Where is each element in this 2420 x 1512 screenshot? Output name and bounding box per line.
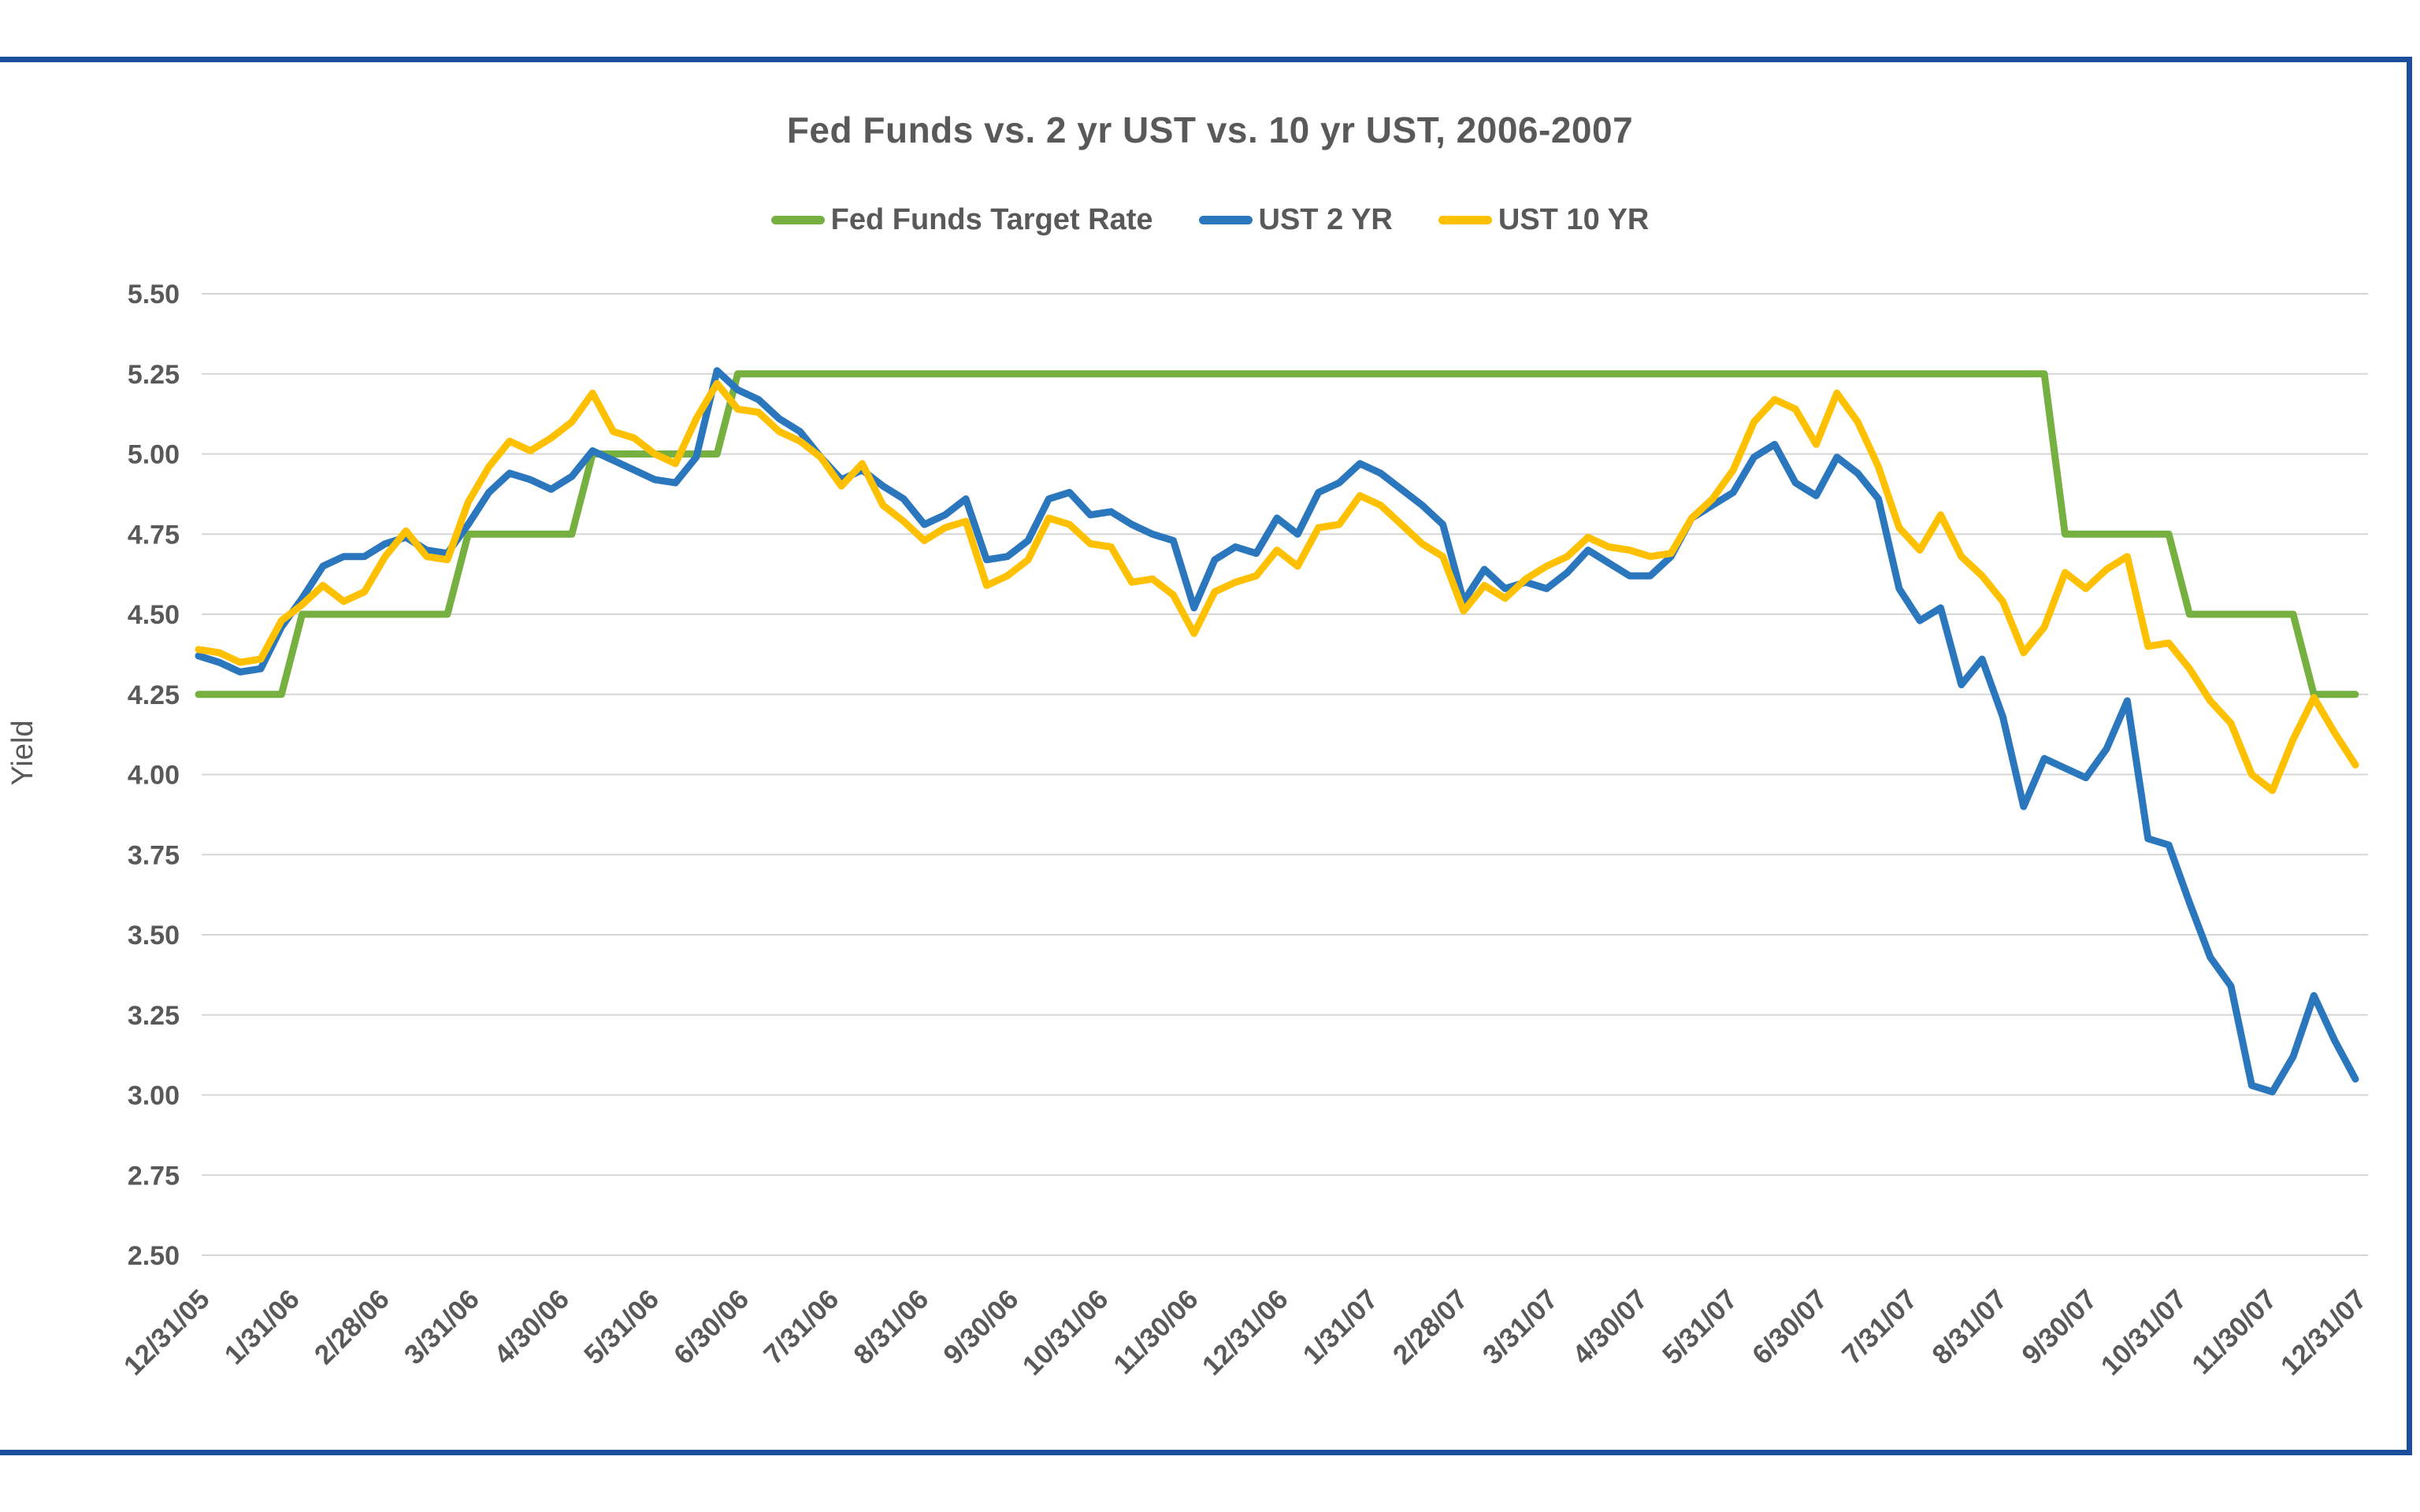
legend-item-ust-10yr: UST 10 YR <box>1438 203 1649 237</box>
chart-legend: Fed Funds Target Rate UST 2 YR UST 10 YR <box>0 203 2420 237</box>
x-tick-label: 7/31/06 <box>758 1284 844 1370</box>
page-border-frame <box>0 57 2412 1455</box>
series-line-1 <box>195 367 2359 1095</box>
x-tick-label: 3/31/06 <box>399 1284 485 1370</box>
y-tick-label: 4.00 <box>128 761 180 791</box>
y-tick-label: 3.00 <box>128 1081 180 1111</box>
x-tick-label: 8/31/06 <box>848 1284 934 1370</box>
y-tick-label: 5.00 <box>128 440 180 470</box>
x-tick-label: 4/30/07 <box>1567 1284 1654 1370</box>
x-axis-tick-labels: 12/31/05 1/31/06 2/28/06 3/31/06 4/30/06 5/31… <box>118 1284 2373 1381</box>
x-tick-label: 6/30/06 <box>668 1284 755 1370</box>
y-tick-label: 4.50 <box>128 600 180 630</box>
x-tick-label: 10/31/06 <box>1017 1284 1115 1381</box>
legend-item-ust-2yr: UST 2 YR <box>1198 203 1393 237</box>
x-tick-label: 4/30/06 <box>488 1284 575 1370</box>
y-tick-label: 2.50 <box>128 1241 180 1271</box>
legend-item-fed-funds: Fed Funds Target Rate <box>770 203 1153 237</box>
x-tick-label: 9/30/06 <box>937 1284 1024 1370</box>
legend-label-ust-2yr: UST 2 YR <box>1258 203 1393 236</box>
ust-2yr-line-swatch-icon <box>1198 216 1253 224</box>
y-tick-label: 5.50 <box>128 280 180 309</box>
fed-funds-line-swatch-icon <box>770 216 825 224</box>
x-tick-label: 5/31/06 <box>578 1284 665 1370</box>
x-tick-label: 11/30/06 <box>1108 1284 1204 1380</box>
x-tick-label: 2/28/06 <box>309 1284 395 1370</box>
y-tick-label: 3.25 <box>128 1001 180 1031</box>
x-tick-label: 5/31/07 <box>1657 1284 1743 1370</box>
x-tick-label: 2/28/07 <box>1387 1284 1474 1370</box>
x-tick-label: 7/31/07 <box>1836 1284 1923 1370</box>
y-tick-label: 5.25 <box>128 360 180 390</box>
series-line-0 <box>195 370 2359 699</box>
legend-label-ust-10yr: UST 10 YR <box>1498 203 1650 236</box>
y-tick-label: 4.75 <box>128 520 180 550</box>
x-tick-label: 11/30/07 <box>2186 1284 2283 1380</box>
legend-label-fed-funds: Fed Funds Target Rate <box>830 203 1153 236</box>
x-tick-label: 12/31/06 <box>1197 1284 1294 1381</box>
x-tick-label: 12/31/07 <box>2275 1284 2373 1381</box>
x-tick-label: 6/30/07 <box>1746 1284 1833 1370</box>
x-tick-label: 8/31/07 <box>1926 1284 2013 1370</box>
y-tick-label: 3.75 <box>128 840 180 870</box>
series-line-2 <box>195 380 2359 795</box>
chart-title: Fed Funds vs. 2 yr UST vs. 10 yr UST, 20… <box>786 109 1634 150</box>
data-series-lines <box>195 367 2359 1095</box>
gridlines <box>202 293 2368 1256</box>
x-tick-label: 9/30/07 <box>2016 1284 2103 1370</box>
x-tick-label: 12/31/05 <box>118 1284 216 1381</box>
y-tick-label: 3.50 <box>128 921 180 951</box>
x-tick-label: 3/31/07 <box>1477 1284 1564 1370</box>
y-axis-tick-labels: 5.50 5.25 5.00 4.75 4.50 4.25 4.00 3.75 3.50 3.25… <box>128 280 180 1271</box>
x-tick-label: 10/31/07 <box>2095 1284 2193 1381</box>
x-tick-label: 1/31/06 <box>219 1284 306 1370</box>
x-tick-label: 1/31/07 <box>1297 1284 1384 1370</box>
y-tick-label: 2.75 <box>128 1161 180 1191</box>
y-tick-label: 4.25 <box>128 680 180 710</box>
ust-10yr-line-swatch-icon <box>1438 216 1492 224</box>
